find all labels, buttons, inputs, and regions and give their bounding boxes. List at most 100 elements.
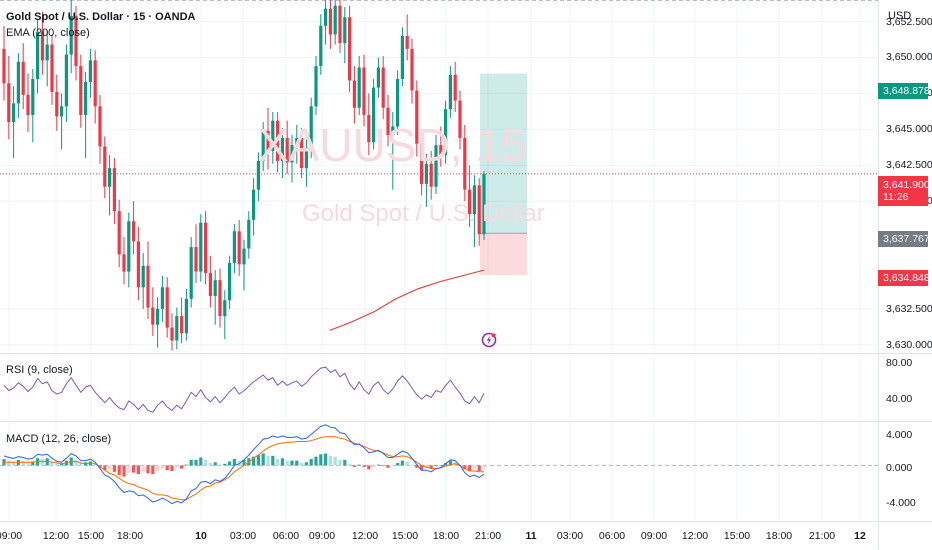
candle-body-95 [458,100,462,138]
macd-hist-93 [448,460,452,466]
candle-body-38 [184,298,188,334]
candle-body-62 [300,137,304,169]
time-axis-label-1: 12:00 [42,530,70,542]
time-axis-label-17: 15:00 [723,530,751,542]
candle-body-30 [146,265,150,308]
rsi-axis-40: 40.00 [886,393,913,405]
time-axis-label-8: 12:00 [351,530,379,542]
macd-hist-66 [319,454,323,466]
candle-body-40 [194,247,198,272]
time-axis-label-7: 09:00 [308,530,336,542]
macd-hist-84 [405,461,409,466]
candle-body-75 [362,67,366,115]
alert-bolt-icon[interactable] [481,332,497,348]
ema-legend[interactable]: EMA (200, close) [6,27,90,39]
rsi-axis-80: 80.00 [886,357,913,369]
macd-hist-70 [338,459,342,466]
candle-body-23 [112,168,116,212]
candle-body-19 [93,60,97,107]
macd-hist-65 [314,456,318,466]
macd-hist-77 [372,465,376,468]
candle-body-48 [232,231,236,263]
candle-body-21 [103,146,107,187]
macd-hist-46 [223,463,227,466]
candle-body-79 [381,67,385,108]
candle-body-92 [444,109,448,156]
macd-hist-72 [348,463,352,466]
macd-hist-40 [194,459,198,466]
candle-body-51 [247,219,251,249]
candle-body-73 [352,80,356,108]
time-axis-label-2: 15:00 [77,530,105,542]
macd-hist-81 [391,465,395,467]
macd-hist-60 [290,460,294,466]
candle-body-17 [84,81,88,115]
macd-hist-96 [463,465,467,470]
candle-body-10 [50,44,54,92]
macd-hist-10 [50,461,54,466]
candle-body-88 [424,163,428,184]
candle-body-6 [31,79,35,115]
candle-body-93 [448,74,452,110]
candle-body-87 [420,143,424,184]
candle-body-11 [55,91,59,117]
macd-hist-31 [151,465,155,475]
macd-hist-48 [232,459,236,466]
candle-body-24 [117,211,121,255]
macd-hist-22 [108,465,112,470]
candle-body-33 [160,287,164,309]
candle-body-29 [141,265,145,288]
macd-hist-27 [132,465,136,473]
candle-body-39 [189,247,193,299]
macd-hist-2 [12,461,16,466]
macd-hist-15 [74,459,78,466]
candle-body-7 [36,31,40,80]
candle-body-5 [26,94,30,115]
macd-hist-55 [266,455,270,466]
macd-line [3,424,485,505]
candle-body-2 [12,103,16,123]
macd-hist-45 [218,464,222,466]
position-target-zone [480,73,527,234]
macd-legend[interactable]: MACD (12, 26, close) [6,433,112,445]
price-axis-label-6: 3,632.500 [886,302,932,315]
candle-body-9 [45,44,49,61]
time-axis-label-15: 09:00 [640,530,668,542]
candle-body-72 [348,17,352,81]
symbol-title[interactable]: Gold Spot / U.S. Dollar · 15 · OANDA [6,11,196,23]
stop-price-tag: 3,634.848 [878,270,930,286]
candle-body-16 [79,66,83,115]
price-axis-label-7: 3,630.000 [886,338,932,351]
time-axis-label-4: 10 [195,530,207,542]
candle-body-99 [477,185,481,235]
candle-body-83 [400,35,404,80]
rsi-legend[interactable]: RSI (9, close) [6,364,73,376]
macd-hist-19 [93,463,97,466]
candle-body-12 [60,106,64,117]
macd-axis-0: 0.000 [886,462,913,474]
macd-hist-99 [477,465,481,471]
candle-body-52 [252,189,256,220]
macd-hist-6 [31,461,35,466]
macd-hist-34 [165,465,169,471]
currency-label[interactable]: USD [888,10,912,22]
candle-body-3 [16,61,20,104]
macd-hist-78 [376,464,380,466]
macd-hist-86 [415,465,419,468]
candle-body-50 [242,248,246,265]
macd-hist-44 [213,462,217,466]
candle-body-20 [98,106,102,147]
candle-body-55 [266,130,270,151]
macd-hist-57 [276,459,280,466]
macd-hist-82 [396,463,400,466]
candle-body-64 [309,106,313,148]
macd-hist-63 [304,462,308,466]
candle-body-35 [170,327,174,341]
candle-body-22 [108,168,112,187]
candle-body-84 [405,35,409,49]
candle-body-71 [343,17,347,44]
candle-body-32 [156,308,160,325]
macd-hist-79 [381,465,385,467]
